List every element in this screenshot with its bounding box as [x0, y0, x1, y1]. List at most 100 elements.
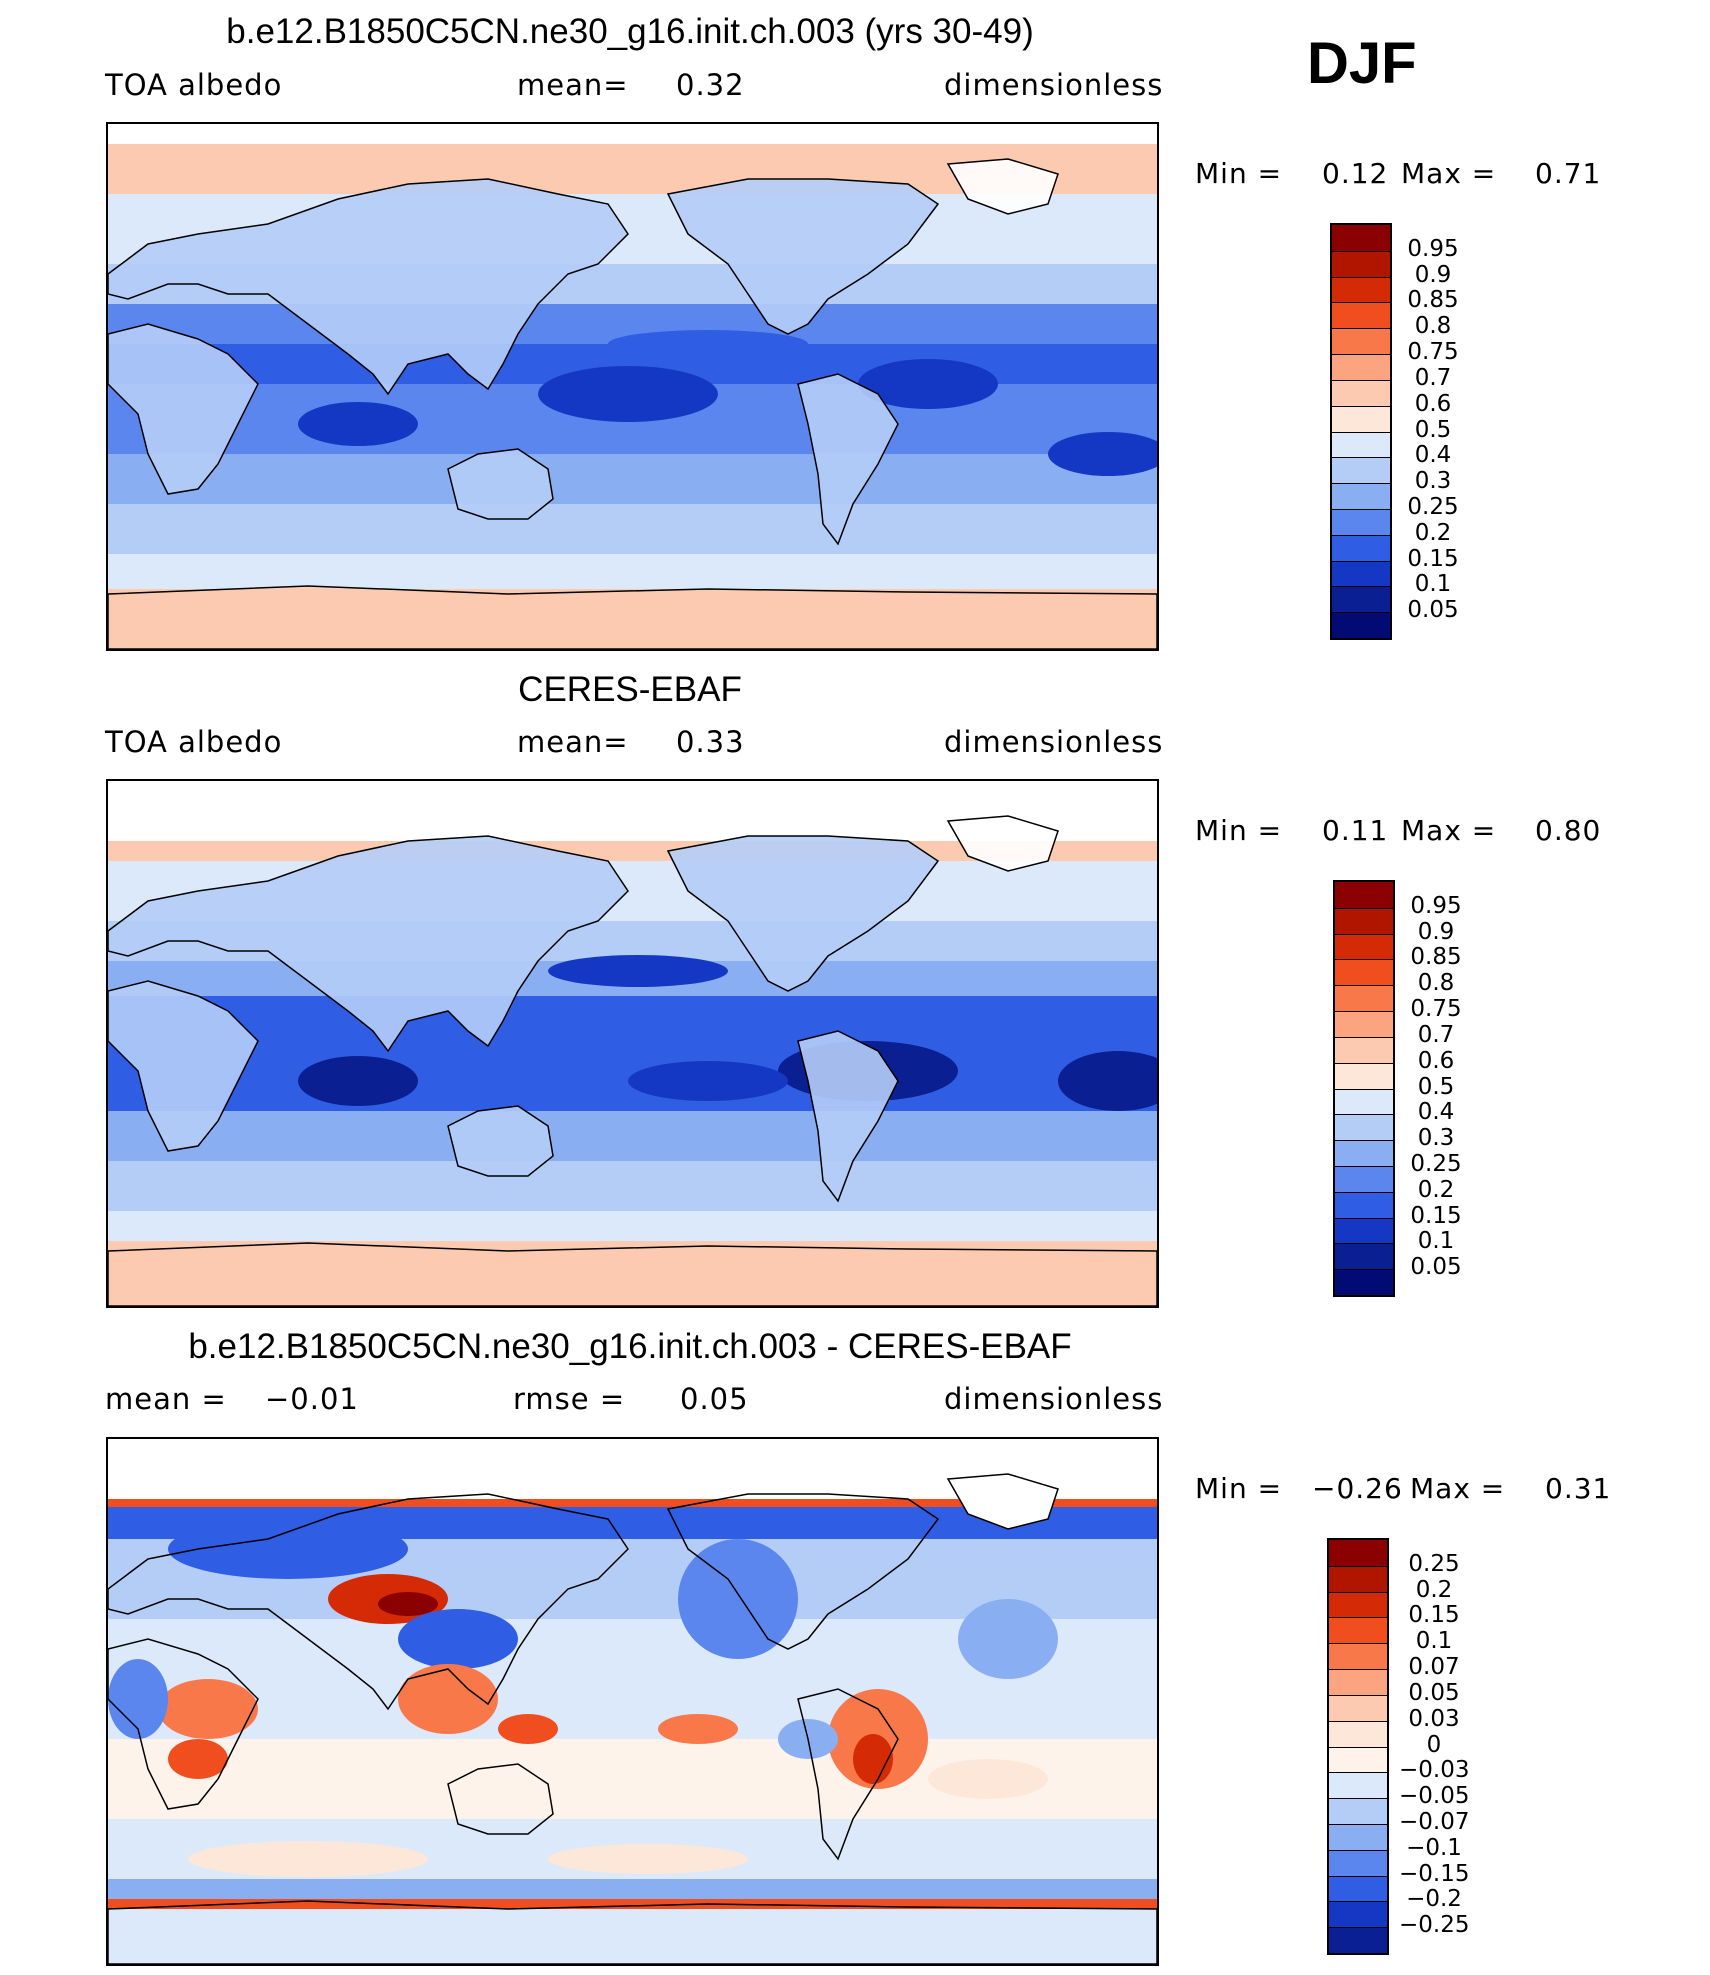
colorbar-swatch [1329, 1540, 1387, 1566]
panel3-map [106, 1437, 1159, 1966]
colorbar-tick-label: 0.75 [1410, 996, 1462, 1023]
map-shape [108, 124, 1157, 144]
colorbar-tick-label: 0.3 [1414, 468, 1452, 495]
colorbar-swatch [1335, 1191, 1393, 1218]
map-shape [158, 1679, 258, 1739]
colorbar-swatch [1332, 354, 1390, 380]
colorbar-swatch [1335, 882, 1393, 908]
panel1-min-value: 0.12 [1322, 157, 1389, 190]
map-shape [108, 1909, 1157, 1964]
colorbar-swatch [1332, 225, 1390, 251]
panel3-colorbar [1327, 1538, 1389, 1955]
colorbar-tick-label: 0.2 [1417, 1176, 1455, 1203]
map-shape [678, 1539, 798, 1659]
colorbar-swatch [1329, 1669, 1387, 1695]
map-shape [108, 996, 1157, 1041]
colorbar-swatch [1329, 1617, 1387, 1644]
colorbar-tick-label: 0.25 [1407, 493, 1459, 520]
panel1-mean-label: mean= [517, 68, 629, 102]
colorbar-tick-label: 0.8 [1414, 313, 1452, 340]
colorbar-swatch [1332, 250, 1390, 277]
colorbar-tick-label: 0.75 [1407, 339, 1459, 366]
map-shape [666, 1493, 940, 1650]
colorbar-tick-label: 0.9 [1414, 261, 1452, 288]
map-shape [958, 1599, 1058, 1679]
map-shape [108, 323, 259, 495]
colorbar-swatch [1329, 1720, 1387, 1747]
panel2-mean-value: 0.33 [676, 725, 745, 759]
map-shape [168, 1739, 228, 1779]
colorbar-swatch [1332, 405, 1390, 432]
colorbar-swatch [1335, 1062, 1393, 1089]
panel1-max-label: Max = [1401, 157, 1497, 190]
colorbar-tick-label: 0.9 [1417, 918, 1455, 945]
map-shape [108, 178, 629, 396]
map-shape [108, 554, 1157, 589]
panel3-max-label: Max = [1410, 1472, 1506, 1505]
map-shape [108, 980, 259, 1152]
panel3-mean-label: mean = [105, 1382, 227, 1416]
colorbar-tick-label: 0.8 [1417, 970, 1455, 997]
panel3-rmse-value: 0.05 [680, 1382, 749, 1416]
colorbar-swatch [1335, 1036, 1393, 1063]
map-shape [108, 1242, 1157, 1306]
panel3-mean-value: −0.01 [265, 1382, 359, 1416]
colorbar-swatch [1332, 586, 1390, 613]
colorbar-swatch [1335, 1217, 1393, 1244]
colorbar-tick-label: 0.4 [1417, 1099, 1455, 1126]
colorbar-swatch [1329, 1875, 1387, 1902]
colorbar-swatch [1335, 907, 1393, 934]
colorbar-tick-label: 0.05 [1410, 1254, 1462, 1281]
colorbar-swatch [1332, 560, 1390, 587]
panel2-mean-label: mean= [517, 725, 629, 759]
colorbar-tick-label: 0.2 [1415, 1576, 1453, 1603]
map-shape [398, 1664, 498, 1734]
map-shape [108, 454, 1157, 504]
colorbar-tick-label: 0.6 [1417, 1047, 1455, 1074]
panel1-variable-label: TOA albedo [105, 68, 283, 102]
panel2-max-value: 0.80 [1535, 814, 1602, 847]
colorbar-swatch [1332, 508, 1390, 535]
panel2-min-label: Min = [1195, 814, 1283, 847]
colorbar-tick-label: −0.2 [1406, 1886, 1462, 1913]
panel1-colorbar-labels: 0.95 0.9 0.85 0.8 0.75 0.7 0.6 0.5 0.4 0.3 0.25 0.2… [1398, 223, 1478, 640]
colorbar-swatch [1335, 1140, 1393, 1166]
map-shape [447, 1105, 554, 1177]
panel1-mean-value: 0.32 [676, 68, 745, 102]
colorbar-tick-label: 0.3 [1417, 1125, 1455, 1152]
map-shape [108, 1899, 1157, 1909]
colorbar-tick-label: 0.25 [1408, 1550, 1460, 1577]
colorbar-tick-label: 0.95 [1407, 235, 1459, 262]
colorbar-tick-label: 0.15 [1410, 1202, 1462, 1229]
colorbar-tick-label: 0.25 [1410, 1150, 1462, 1177]
map-shape [108, 1161, 1157, 1211]
colorbar-tick-label: 0.95 [1410, 892, 1462, 919]
map-shape [1058, 1051, 1157, 1111]
map-shape [188, 1841, 428, 1877]
panel1-colorbar [1330, 223, 1392, 640]
colorbar-tick-label: 0.4 [1414, 442, 1452, 469]
map-shape [108, 1493, 629, 1711]
map-shape [108, 1879, 1157, 1899]
colorbar-tick-label: −0.1 [1406, 1834, 1462, 1861]
map-shape [108, 1659, 168, 1739]
map-shape [108, 1499, 1157, 1507]
colorbar-tick-label: 0.7 [1417, 1021, 1455, 1048]
map-shape [628, 1061, 788, 1101]
panel2-map [106, 779, 1159, 1308]
map-shape [658, 1714, 738, 1744]
colorbar-tick-label: 0.07 [1408, 1654, 1460, 1681]
panel3-rmse-label: rmse = [513, 1382, 626, 1416]
colorbar-swatch [1335, 1088, 1393, 1115]
colorbar-swatch [1332, 457, 1390, 484]
colorbar-tick-label: −0.03 [1399, 1757, 1470, 1784]
colorbar-swatch [1329, 1772, 1387, 1799]
colorbar-swatch [1332, 612, 1390, 638]
map-shape [298, 402, 418, 446]
map-shape [853, 1734, 893, 1784]
colorbar-swatch [1335, 959, 1393, 986]
colorbar-swatch [1332, 302, 1390, 329]
map-shape [108, 585, 1157, 649]
map-shape [447, 1763, 554, 1835]
colorbar-swatch [1329, 1823, 1387, 1850]
